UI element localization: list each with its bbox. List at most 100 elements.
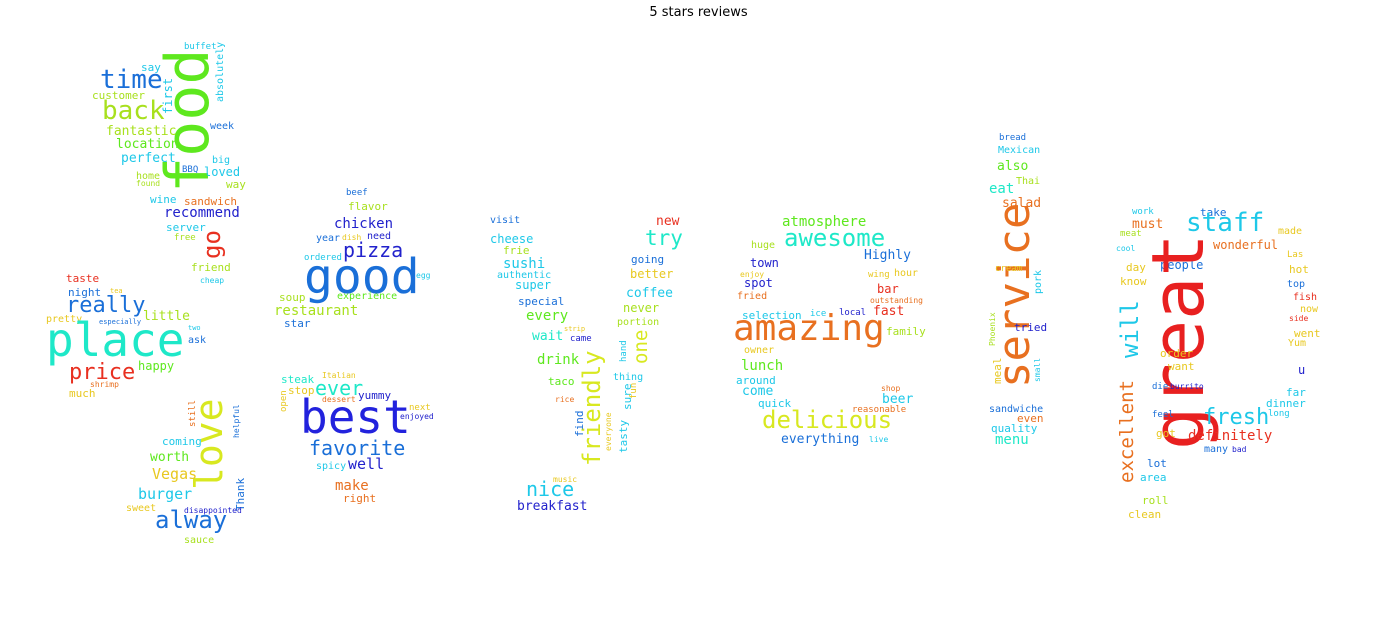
- word-173: top: [1287, 279, 1306, 290]
- word-77: spicy: [316, 461, 347, 472]
- word-123: bar: [877, 282, 899, 296]
- word-38: shrimp: [90, 380, 119, 389]
- word-131: family: [886, 325, 926, 338]
- word-170: people: [1160, 258, 1204, 272]
- word-20: recommend: [164, 205, 240, 221]
- word-16: found: [136, 179, 161, 188]
- word-176: will: [1116, 300, 1144, 358]
- word-18: wine: [150, 193, 177, 206]
- word-23: free: [174, 233, 196, 243]
- word-88: authentic: [497, 270, 552, 281]
- word-43: coming: [162, 435, 202, 448]
- word-135: come: [742, 384, 774, 399]
- word-79: make: [335, 478, 369, 494]
- word-143: bread: [999, 133, 1027, 143]
- word-54: chicken: [334, 216, 394, 232]
- word-2: say: [141, 61, 161, 74]
- word-21: server: [166, 221, 206, 234]
- word-115: awesome: [784, 224, 886, 252]
- word-161: take: [1200, 206, 1227, 219]
- word-29: really: [66, 293, 146, 318]
- word-14: BBQ: [182, 165, 199, 175]
- word-160: work: [1132, 207, 1154, 217]
- word-57: need: [367, 231, 392, 242]
- word-118: Highly: [864, 248, 911, 263]
- word-22: go: [198, 230, 226, 259]
- word-61: egg: [416, 271, 431, 280]
- word-109: everyone: [604, 412, 613, 451]
- word-113: breakfast: [517, 499, 588, 514]
- word-134: around: [736, 374, 776, 387]
- word-80: right: [343, 492, 377, 505]
- word-125: outstanding: [870, 296, 923, 305]
- word-187: far: [1286, 386, 1306, 399]
- word-47: burger: [138, 485, 193, 503]
- word-177: now: [1300, 304, 1319, 315]
- word-64: restaurant: [274, 303, 359, 319]
- word-87: sushi: [503, 256, 546, 272]
- word-65: star: [284, 317, 311, 330]
- word-127: ice: [810, 309, 827, 319]
- word-78: well: [348, 455, 385, 473]
- word-60: good: [304, 249, 420, 305]
- word-133: lunch: [741, 358, 784, 374]
- word-186: burrito: [1170, 382, 1204, 391]
- word-147: eat: [989, 181, 1015, 197]
- word-151: pork: [1033, 269, 1044, 294]
- word-126: selection: [742, 309, 802, 322]
- word-30: pretty: [46, 314, 83, 325]
- word-52: beef: [346, 188, 368, 198]
- word-59: ordered: [304, 253, 342, 263]
- word-70: stop: [288, 384, 315, 397]
- word-188: dinner: [1266, 397, 1306, 410]
- word-198: roll: [1142, 494, 1169, 507]
- word-156: sandwiche: [989, 404, 1044, 415]
- word-28: tea: [110, 287, 123, 295]
- word-103: thing: [613, 372, 644, 383]
- word-101: drink: [537, 352, 580, 368]
- word-74: next: [409, 403, 431, 413]
- word-12: big: [212, 155, 231, 166]
- word-81: visit: [490, 215, 521, 226]
- word-37: happy: [138, 359, 175, 373]
- word-163: must: [1132, 217, 1164, 232]
- word-55: year: [316, 233, 341, 244]
- word-46: Vegas: [152, 465, 198, 483]
- word-86: going: [631, 253, 665, 266]
- word-185: die: [1152, 382, 1169, 392]
- word-73: best: [300, 390, 411, 444]
- word-155: small: [1033, 357, 1042, 382]
- word-140: delicious: [762, 406, 893, 434]
- word-10: location: [116, 137, 179, 152]
- word-0: buffet: [184, 42, 217, 52]
- word-15: loved: [204, 165, 241, 179]
- word-50: alway: [155, 506, 228, 534]
- word-164: made: [1278, 226, 1303, 237]
- word-112: nice: [526, 477, 575, 501]
- word-150: cream: [995, 264, 1023, 274]
- word-98: came: [570, 334, 592, 344]
- word-91: coffee: [626, 286, 673, 301]
- word-162: staff: [1186, 208, 1265, 238]
- word-100: one: [630, 329, 652, 364]
- word-39: much: [69, 387, 96, 400]
- word-49: disappointed: [184, 506, 242, 515]
- word-36: price: [69, 360, 136, 385]
- word-165: meat: [1120, 229, 1142, 239]
- word-62: soup: [279, 291, 306, 304]
- word-189: fresh: [1203, 405, 1270, 430]
- word-83: try: [645, 226, 683, 250]
- word-95: portion: [617, 317, 660, 328]
- word-190: long: [1268, 409, 1290, 419]
- word-178: side: [1289, 314, 1309, 323]
- word-119: enjoy: [740, 270, 765, 279]
- word-56: dish: [342, 233, 362, 242]
- word-144: Mexican: [998, 145, 1041, 156]
- word-58: pizza: [343, 238, 404, 262]
- word-148: salad: [1002, 196, 1042, 211]
- word-5: customer: [92, 89, 145, 102]
- word-68: ever: [315, 376, 364, 400]
- word-72: dessert: [322, 395, 356, 404]
- word-152: tried: [1014, 321, 1048, 334]
